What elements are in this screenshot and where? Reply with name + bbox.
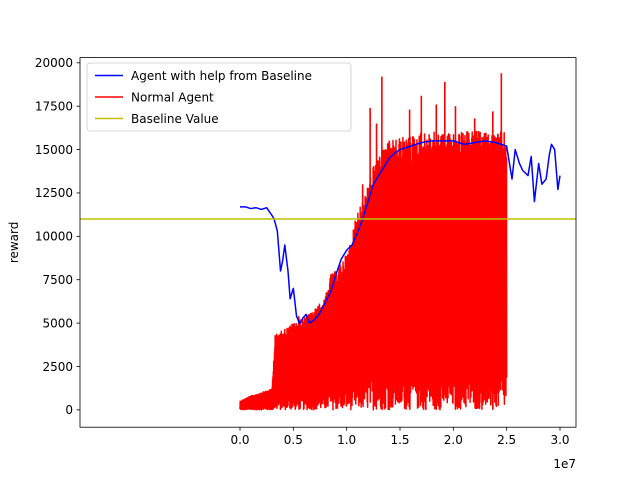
x-axis-ticks: 0.0 0.5 1.0 1.5 2.0 2.5 3.0: [230, 427, 570, 447]
legend-box: [86, 62, 352, 132]
legend-label-baseline-value: Baseline Value: [131, 112, 219, 126]
y-tick-label: 20000: [35, 56, 73, 70]
x-tick-label: 2.5: [497, 433, 516, 447]
legend-label-normal-agent: Normal Agent: [131, 91, 214, 105]
x-tick-label: 2.0: [444, 433, 463, 447]
y-tick-label: 0: [65, 403, 73, 417]
agent-with-help-line: [240, 140, 561, 325]
y-axis-ticks: 0 2500 5000 7500 10000 12500 15000 17500 20000: [35, 56, 80, 417]
y-tick-label: 15000: [35, 143, 73, 157]
y-tick-label: 2500: [42, 360, 73, 374]
y-tick-label: 7500: [42, 273, 73, 287]
y-tick-label: 12500: [35, 186, 73, 200]
y-tick-label: 5000: [42, 316, 73, 330]
x-tick-label: 0.5: [284, 433, 303, 447]
x-tick-label: 1.0: [337, 433, 356, 447]
x-axis-offset-label: 1e7: [553, 457, 576, 471]
normal-agent-line: [239, 130, 508, 411]
y-axis-label: reward: [7, 222, 21, 264]
legend-label-agent-with-help: Agent with help from Baseline: [131, 69, 312, 83]
legend: Agent with help from Baseline Normal Age…: [86, 62, 352, 132]
plot-series: [80, 73, 576, 411]
x-tick-label: 1.5: [390, 433, 409, 447]
y-tick-label: 10000: [35, 230, 73, 244]
x-tick-label: 0.0: [230, 433, 249, 447]
plot-frame: [79, 57, 577, 428]
x-tick-label: 3.0: [550, 433, 569, 447]
y-tick-label: 17500: [35, 99, 73, 113]
